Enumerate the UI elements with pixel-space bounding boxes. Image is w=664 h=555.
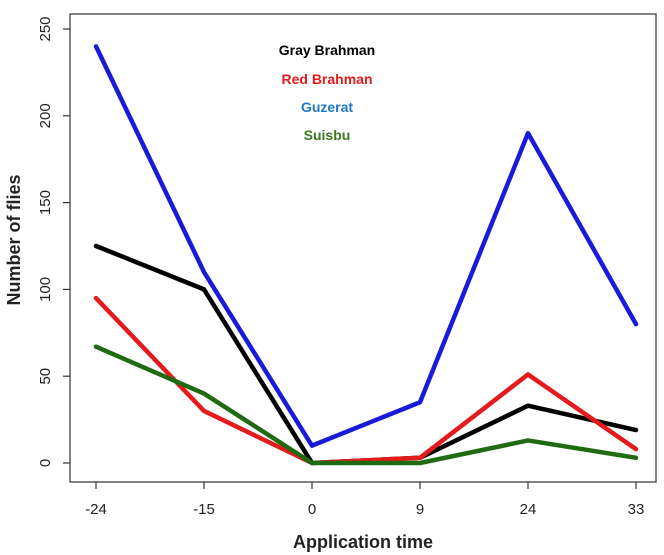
x-tick-label: -24 (85, 501, 107, 518)
series-line-suisbu (93, 344, 639, 466)
series-line-guzerat (93, 44, 639, 448)
y-axis-title: Number of flies (4, 174, 24, 305)
legend-entry-guzerat: Guzerat (301, 99, 353, 115)
y-tick-label: 50 (37, 368, 54, 385)
series-layer (93, 44, 639, 466)
x-tick-label: 24 (520, 501, 537, 518)
series-line-red-brahman (93, 295, 639, 466)
legend-entry-suisbu: Suisbu (304, 127, 351, 143)
legend-entry-gray-brahman: Gray Brahman (279, 42, 375, 58)
y-tick-label: 150 (37, 190, 54, 215)
x-axis-title: Application time (293, 532, 433, 552)
x-tick-label: 33 (628, 501, 645, 518)
legend-entry-red-brahman: Red Brahman (281, 71, 372, 87)
x-tick-label: 9 (416, 501, 424, 518)
y-tick-label: 250 (37, 16, 54, 41)
x-axis: -24 -15 0 9 24 33 (85, 482, 644, 518)
series-line-gray-brahman (93, 243, 639, 466)
y-tick-label: 200 (37, 103, 54, 128)
y-axis: 0 50 100 150 200 250 (37, 16, 70, 467)
plot-frame (69, 13, 657, 483)
x-tick-label: -15 (193, 501, 215, 518)
x-tick-label: 0 (308, 501, 316, 518)
legend: Gray Brahman Red Brahman Guzerat Suisbu (279, 42, 375, 143)
y-tick-label: 0 (37, 459, 54, 467)
y-tick-label: 100 (37, 277, 54, 302)
